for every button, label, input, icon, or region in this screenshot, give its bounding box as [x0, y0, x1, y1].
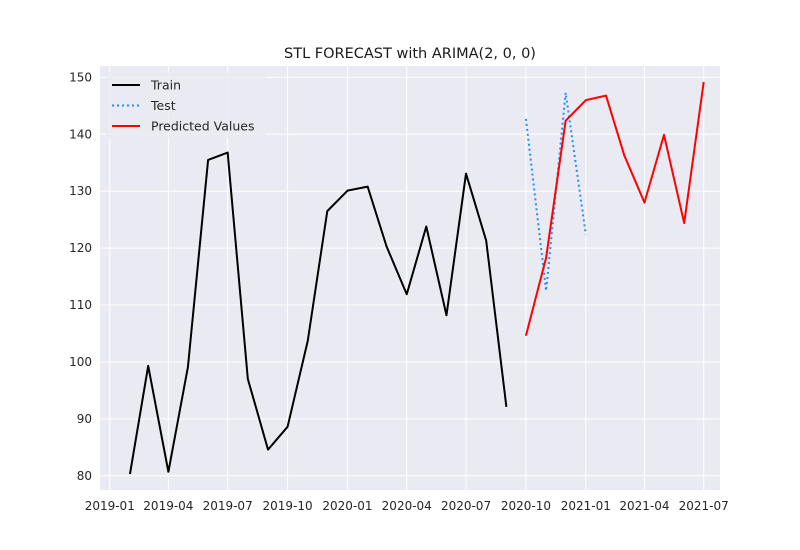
- y-axis: 80 90 100 110 120 130 140 150: [69, 70, 92, 482]
- x-tick-label: 2019-07: [203, 499, 253, 513]
- series-line-predicted-values: [524, 81, 705, 337]
- x-tick-label: 2020-04: [382, 499, 432, 513]
- y-tick-label: 130: [69, 184, 92, 198]
- y-tick-label: 80: [77, 469, 92, 483]
- x-tick-label: 2021-07: [679, 499, 729, 513]
- y-tick-label: 100: [69, 355, 92, 369]
- x-tick-label: 2020-10: [501, 499, 551, 513]
- x-tick-label: 2019-04: [143, 499, 193, 513]
- legend-label-predicted-values: Predicted Values: [151, 119, 255, 134]
- legend-label-test: Test: [150, 98, 176, 113]
- y-tick-label: 90: [77, 412, 92, 426]
- x-tick-label: 2021-01: [561, 499, 611, 513]
- legend-label-train: Train: [150, 78, 181, 93]
- y-tick-label: 140: [69, 127, 92, 141]
- chart-title: STL FORECAST with ARIMA(2, 0, 0): [284, 46, 536, 62]
- series-line-test: [524, 91, 587, 292]
- x-tick-label: 2021-04: [619, 499, 669, 513]
- y-tick-label: 150: [69, 70, 92, 84]
- y-tick-label: 120: [69, 241, 92, 255]
- x-axis: 2019-01 2019-04 2019-07 2019-10 2020-01 2020-…: [85, 499, 729, 513]
- series-line-train: [128, 151, 508, 475]
- x-tick-label: 2019-10: [262, 499, 312, 513]
- legend: Train Test Predicted Values: [106, 72, 266, 138]
- x-tick-label: 2019-01: [85, 499, 135, 513]
- legend-box: [106, 72, 266, 138]
- y-tick-label: 110: [69, 298, 92, 312]
- x-tick-label: 2020-07: [441, 499, 491, 513]
- series-group: [128, 81, 705, 475]
- x-tick-label: 2020-01: [322, 499, 372, 513]
